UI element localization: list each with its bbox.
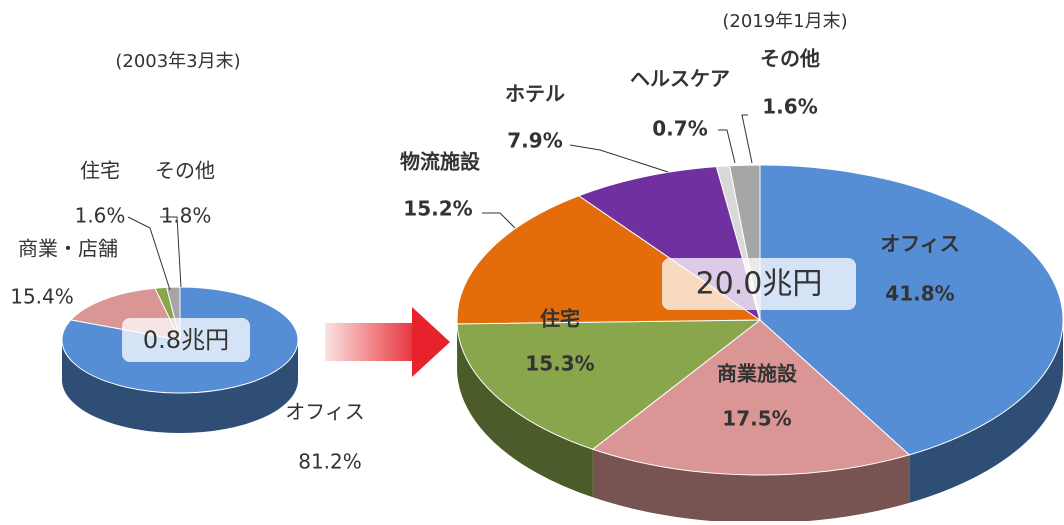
- value-label: 0.7%: [652, 117, 707, 141]
- slice-name: その他: [155, 159, 215, 183]
- leader-line: [160, 217, 181, 287]
- slice-name: 住宅: [540, 307, 580, 331]
- value-label: 1.6%: [762, 95, 817, 119]
- leader-line: [718, 130, 735, 163]
- leader-line: [742, 115, 752, 163]
- value-label: 7.9%: [507, 129, 562, 153]
- slice-name: 商業施設: [717, 362, 798, 386]
- slice-name: 物流施設: [400, 150, 481, 174]
- slice-name: ヘルスケア: [630, 67, 730, 91]
- value-label: 1.6%: [75, 204, 126, 228]
- pie-chart: 20.0兆円 (2019年1月末) オフィス 41.8% 商業施設 17.5% 住宅 15.3…: [400, 11, 1063, 521]
- value-label: 15.2%: [403, 197, 472, 221]
- slice-name: オフィス: [285, 400, 365, 424]
- slice-name: その他: [760, 47, 820, 71]
- center-label: 0.8兆円: [143, 326, 229, 354]
- leader-line: [128, 217, 170, 290]
- slice-name: 商業・店舗: [18, 237, 118, 261]
- slice-name: 住宅: [80, 159, 120, 183]
- value-label: 15.3%: [525, 352, 594, 376]
- chart-title: (2019年1月末): [722, 11, 847, 32]
- leader-line: [570, 145, 668, 172]
- value-label: 17.5%: [722, 407, 791, 431]
- value-label: 81.2%: [298, 450, 362, 474]
- leader-line: [482, 213, 515, 228]
- chart-title: (2003年3月末): [115, 51, 240, 72]
- value-label: 41.8%: [885, 282, 954, 306]
- value-label: 15.4%: [10, 285, 74, 309]
- slice-name: オフィス: [880, 232, 960, 256]
- value-label: 1.8%: [161, 204, 212, 228]
- slice-name: ホテル: [505, 82, 565, 106]
- arrow: [325, 307, 450, 377]
- center-label: 20.0兆円: [696, 267, 823, 302]
- pie-chart: 0.8兆円 (2003年3月末) オフィス 81.2% 商業・店舗 15.4% 住宅 1.6%…: [10, 51, 365, 474]
